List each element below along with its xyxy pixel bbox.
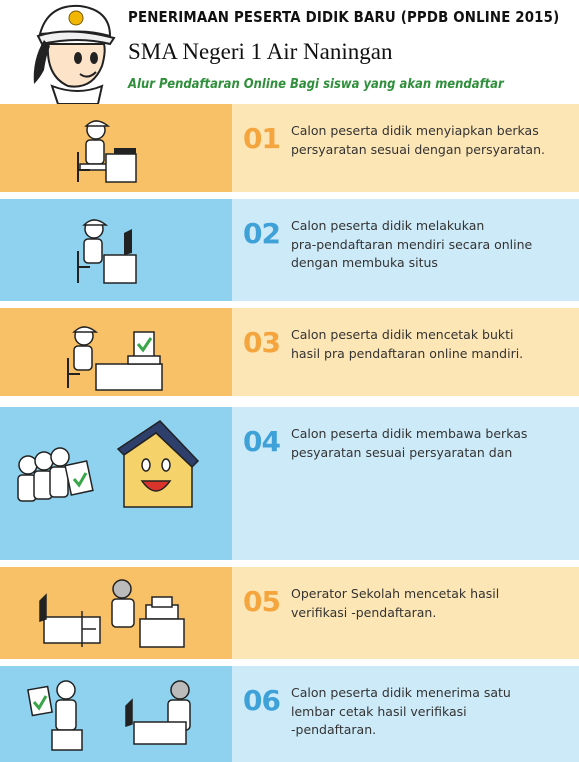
step-02: 02 Calon peserta didik melakukan pra-pen… (0, 199, 579, 301)
step-text-panel (232, 199, 579, 301)
school-name: SMA Negeri 1 Air Naningan (128, 39, 393, 64)
step-number: 03 (243, 326, 281, 359)
page-subtitle: Alur Pendaftaran Online Bagi siswa yang … (128, 76, 504, 92)
person-at-computer-icon (77, 219, 137, 284)
step-05: 05 Operator Sekolah mencetak hasil verif… (0, 567, 579, 659)
page-title: PENERIMAAN PESERTA DIDIK BARU (PPDB ONLI… (128, 8, 560, 26)
step-text-panel (232, 407, 579, 560)
step-number: 06 (243, 684, 281, 717)
step-number: 04 (243, 425, 281, 458)
step-text-panel (232, 308, 579, 396)
step-description: Calon peserta didik mencetak bukti hasil… (291, 327, 524, 361)
step-description: Operator Sekolah mencetak hasil verifika… (291, 586, 500, 620)
person-printing-icon (67, 326, 163, 391)
step-description: Calon peserta didik melakukan pra-pendaf… (291, 218, 533, 270)
step-number: 05 (243, 585, 281, 618)
step-text-panel (232, 104, 579, 192)
step-text-panel (232, 666, 579, 762)
step-illustration-panel (0, 199, 232, 301)
step-number: 02 (243, 217, 281, 250)
step-03: 03 Calon peserta didik mencetak bukti ha… (0, 308, 579, 396)
header: PENERIMAAN PESERTA DIDIK BARU (PPDB ONLI… (0, 0, 579, 104)
operator-printing-icon (39, 579, 185, 648)
person-at-desk-icon (77, 120, 137, 183)
step-06: 06 Calon peserta didik menerima satu lem… (0, 666, 579, 762)
step-text-panel (232, 567, 579, 659)
student-receives-printout-icon (27, 680, 191, 751)
step-description: Calon peserta didik menyiapkan berkas pe… (291, 123, 545, 157)
step-01: 01 Calon peserta didik menyiapkan berkas… (0, 104, 579, 192)
students-to-school-icon (17, 420, 200, 508)
step-number: 01 (243, 122, 281, 155)
step-04: 04 Calon peserta didik membawa berkas pe… (0, 407, 579, 560)
step-description: Calon peserta didik membawa berkas pesya… (291, 426, 528, 460)
step-description: Calon peserta didik menerima satu lembar… (291, 685, 511, 737)
student-mascot-icon (33, 4, 116, 104)
